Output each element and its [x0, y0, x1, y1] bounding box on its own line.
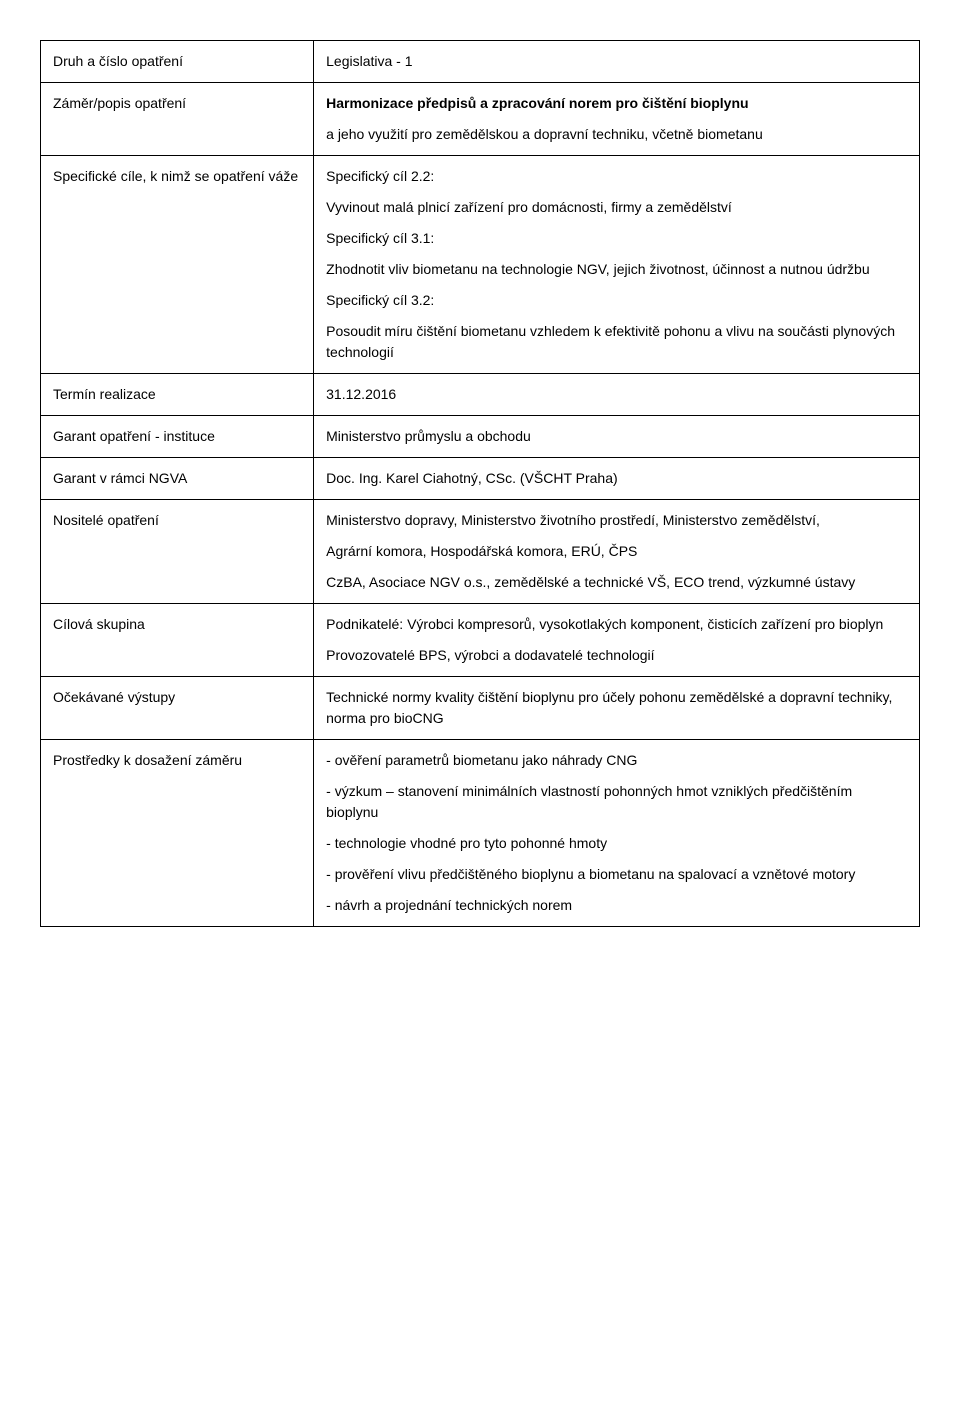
row-value: Specifický cíl 2.2: Vyvinout malá plnicí …	[314, 156, 920, 374]
measure-table: Druh a číslo opatření Legislativa - 1 Zámě…	[40, 40, 920, 927]
value-paragraph: Provozovatelé BPS, výrobci a dodavatelé …	[326, 645, 907, 666]
row-label: Garant opatření - instituce	[41, 416, 314, 458]
measure-table-body: Druh a číslo opatření Legislativa - 1 Zámě…	[41, 41, 920, 927]
row-label: Specifické cíle, k nimž se opatření váže	[41, 156, 314, 374]
table-row: Specifické cíle, k nimž se opatření váže…	[41, 156, 920, 374]
value-paragraph: - prověření vlivu předčištěného bioplynu…	[326, 864, 907, 885]
value-paragraph: Harmonizace předpisů a zpracování norem …	[326, 93, 907, 114]
row-label: Cílová skupina	[41, 604, 314, 677]
row-label: Termín realizace	[41, 374, 314, 416]
value-paragraph: - návrh a projednání technických norem	[326, 895, 907, 916]
row-label: Garant v rámci NGVA	[41, 458, 314, 500]
table-row: Garant opatření - instituce Ministerstvo …	[41, 416, 920, 458]
value-paragraph: Ministerstvo průmyslu a obchodu	[326, 426, 907, 447]
row-value: Doc. Ing. Karel Ciahotný, CSc. (VŠCHT Pr…	[314, 458, 920, 500]
row-value: Legislativa - 1	[314, 41, 920, 83]
row-value: Podnikatelé: Výrobci kompresorů, vysokot…	[314, 604, 920, 677]
row-value: 31.12.2016	[314, 374, 920, 416]
table-row: Druh a číslo opatření Legislativa - 1	[41, 41, 920, 83]
value-paragraph: Specifický cíl 2.2:	[326, 166, 907, 187]
value-paragraph: - výzkum – stanovení minimálních vlastno…	[326, 781, 907, 823]
value-paragraph: Ministerstvo dopravy, Ministerstvo život…	[326, 510, 907, 531]
value-paragraph: Agrární komora, Hospodářská komora, ERÚ,…	[326, 541, 907, 562]
row-label: Prostředky k dosažení záměru	[41, 740, 314, 927]
row-value: Ministerstvo dopravy, Ministerstvo život…	[314, 500, 920, 604]
value-paragraph: Specifický cíl 3.1:	[326, 228, 907, 249]
value-paragraph: 31.12.2016	[326, 384, 907, 405]
value-paragraph: Zhodnotit vliv biometanu na technologie …	[326, 259, 907, 280]
value-paragraph: Podnikatelé: Výrobci kompresorů, vysokot…	[326, 614, 907, 635]
row-value: Ministerstvo průmyslu a obchodu	[314, 416, 920, 458]
value-paragraph: - ověření parametrů biometanu jako náhra…	[326, 750, 907, 771]
value-paragraph: Legislativa - 1	[326, 51, 907, 72]
table-row: Nositelé opatření Ministerstvo dopravy, M…	[41, 500, 920, 604]
row-value: Harmonizace předpisů a zpracování norem …	[314, 83, 920, 156]
row-label: Nositelé opatření	[41, 500, 314, 604]
table-row: Garant v rámci NGVA Doc. Ing. Karel Ciaho…	[41, 458, 920, 500]
table-row: Termín realizace 31.12.2016	[41, 374, 920, 416]
value-paragraph: Posoudit míru čištění biometanu vzhledem…	[326, 321, 907, 363]
row-label: Záměr/popis opatření	[41, 83, 314, 156]
row-value: Technické normy kvality čištění bioplynu…	[314, 677, 920, 740]
value-paragraph: Specifický cíl 3.2:	[326, 290, 907, 311]
table-row: Prostředky k dosažení záměru - ověření pa…	[41, 740, 920, 927]
row-label: Očekávané výstupy	[41, 677, 314, 740]
value-paragraph: CzBA, Asociace NGV o.s., zemědělské a te…	[326, 572, 907, 593]
row-value: - ověření parametrů biometanu jako náhra…	[314, 740, 920, 927]
value-paragraph: a jeho využití pro zemědělskou a dopravn…	[326, 124, 907, 145]
row-label: Druh a číslo opatření	[41, 41, 314, 83]
value-paragraph: - technologie vhodné pro tyto pohonné hm…	[326, 833, 907, 854]
value-paragraph: Technické normy kvality čištění bioplynu…	[326, 687, 907, 729]
value-paragraph: Doc. Ing. Karel Ciahotný, CSc. (VŠCHT Pr…	[326, 468, 907, 489]
value-paragraph: Vyvinout malá plnicí zařízení pro domácn…	[326, 197, 907, 218]
table-row: Cílová skupina Podnikatelé: Výrobci kompr…	[41, 604, 920, 677]
table-row: Očekávané výstupy Technické normy kvality…	[41, 677, 920, 740]
table-row: Záměr/popis opatření Harmonizace předpisů…	[41, 83, 920, 156]
